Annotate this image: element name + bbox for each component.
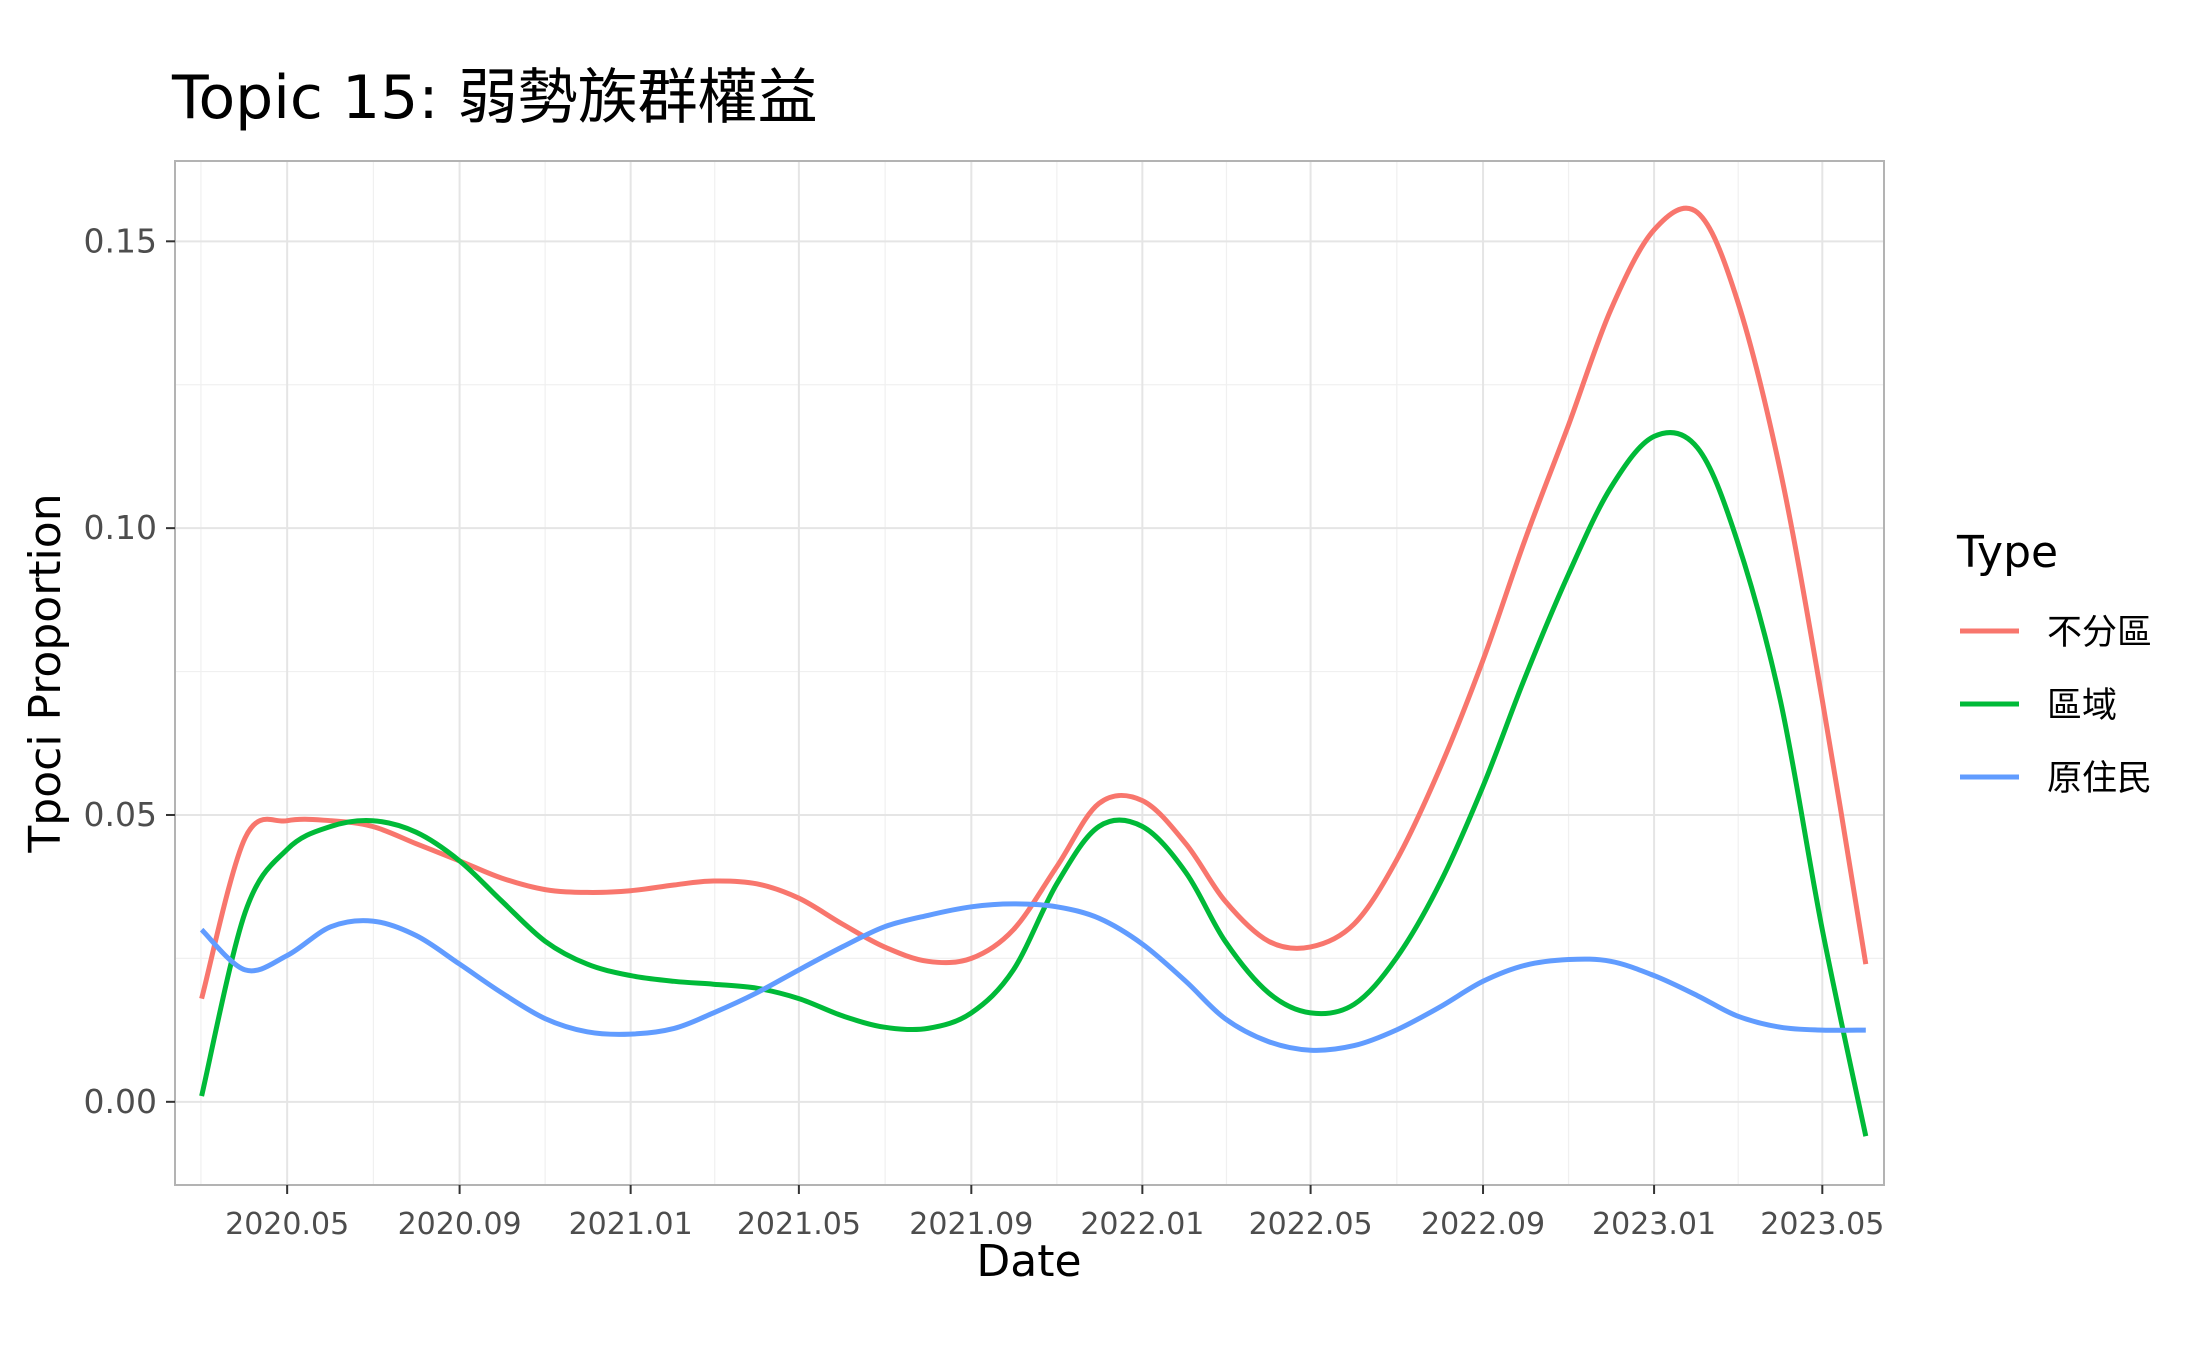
x-axis: 2020.05 2020.09 2021.01 2021.05 2021.09 2022.… <box>225 1185 1884 1242</box>
series-line-3 <box>199 901 1866 1053</box>
x-tick-label: 2021.09 <box>909 1207 1033 1242</box>
legend-label: 不分區 <box>2047 613 2152 653</box>
legend-label: 原住民 <box>2047 759 2152 799</box>
x-tick-label: 2022.05 <box>1249 1207 1373 1242</box>
x-tick-label: 2022.01 <box>1080 1207 1204 1242</box>
y-tick-label: 0.05 <box>84 795 157 834</box>
series-line-2 <box>199 430 1869 1137</box>
x-tick-label: 2023.01 <box>1592 1207 1716 1242</box>
x-tick-label: 2022.09 <box>1421 1207 1545 1242</box>
x-axis-title: Date <box>976 1236 1081 1287</box>
x-tick-label: 2020.05 <box>225 1207 349 1242</box>
chart-title: Topic 15: 弱勢族群權益 <box>171 63 818 133</box>
y-axis: 0.00 0.05 0.10 0.15 <box>84 221 175 1121</box>
y-tick-label: 0.15 <box>84 221 157 260</box>
legend-label: 區域 <box>2047 686 2117 726</box>
y-axis-title: Tpoci Proportion <box>20 493 71 853</box>
plot-panel <box>175 161 1884 1185</box>
legend-title: Type <box>1956 527 2058 578</box>
series-line-1 <box>199 205 1869 1000</box>
grid-major <box>175 161 1884 1185</box>
plot-border <box>174 160 1885 1186</box>
y-tick-label: 0.10 <box>84 508 157 547</box>
x-tick-label: 2021.05 <box>737 1207 861 1242</box>
y-tick-label: 0.00 <box>84 1082 157 1121</box>
x-tick-label: 2020.09 <box>398 1207 522 1242</box>
x-tick-label: 2023.05 <box>1760 1207 1884 1242</box>
series-layer <box>199 205 1869 1137</box>
x-tick-label: 2021.01 <box>569 1207 693 1242</box>
